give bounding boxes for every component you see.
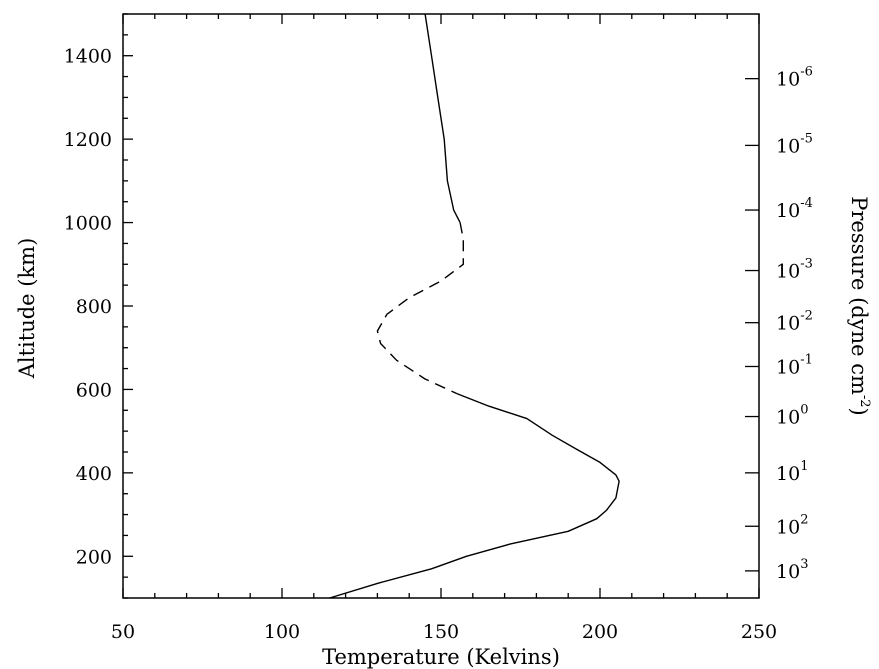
pressure-tick-exponent: -3 [800,257,813,272]
x-tick-label: 200 [582,621,618,643]
pressure-tick-label: 10-1 [776,352,813,378]
temperature-curve-solid [424,13,461,223]
y-tick-labels: 200 400 600 800 1000 1200 1400 [64,46,112,569]
pressure-tick-base: 10 [776,561,800,583]
pressure-tick-base: 10 [776,516,800,538]
right-axis-title-main: Pressure (dyne cm [847,196,871,395]
pressure-tick-label: 10-5 [776,131,813,157]
x-tick-label: 250 [741,621,777,643]
y-tick-label: 800 [76,296,112,318]
pressure-tick-exponent: -5 [800,131,813,146]
pressure-tick-exponent: 1 [800,459,808,474]
axis-ticks [122,13,760,599]
x-tick-label: 50 [111,621,135,643]
pressure-tick-exponent: -1 [800,352,813,367]
pressure-tick-label: 102 [776,512,808,538]
x-axis-title: Temperature (Kelvins) [322,645,560,669]
temperature-profile [329,13,620,599]
pressure-tick-exponent: -6 [800,65,813,80]
y-tick-label: 1200 [64,129,112,151]
right-axis-title: Pressure (dyne cm-2) [847,196,872,416]
pressure-tick-exponent: -4 [800,196,813,211]
x-tick-labels: 50 100 150 200 250 [111,621,777,643]
pressure-tick-exponent: 2 [800,512,808,527]
pressure-tick-base: 10 [776,69,800,91]
pressure-tick-label: 101 [776,459,808,485]
pressure-tick-base: 10 [776,313,800,335]
pressure-tick-base: 10 [776,135,800,157]
y-tick-label: 1000 [64,213,112,235]
pressure-tick-label: 103 [776,557,808,583]
pressure-tick-base: 10 [776,261,800,283]
y-tick-label: 200 [76,546,112,568]
pressure-tick-exponent: 3 [800,557,808,572]
right-axis-title-suffix: ) [847,408,871,416]
pressure-tick-label: 10-2 [776,309,813,335]
pressure-tick-base: 10 [776,356,800,378]
y-tick-label: 1400 [64,46,112,68]
y-axis-title: Altitude (km) [15,238,39,380]
right-axis-title-exponent: -2 [857,395,872,408]
pressure-tick-base: 10 [776,407,800,429]
pressure-tick-exponent: 0 [800,403,808,418]
temperature-curve-dashed [376,222,464,395]
pressure-tick-label: 100 [776,403,808,429]
x-tick-label: 100 [264,621,300,643]
x-tick-label: 150 [423,621,459,643]
pressure-tick-base: 10 [776,463,800,485]
pressure-tick-exponent: -2 [800,309,813,324]
y-tick-label: 400 [76,463,112,485]
temperature-curve-solid [329,392,620,599]
pressure-tick-label: 10-6 [776,65,813,91]
pressure-tick-base: 10 [776,200,800,222]
plot-frame [122,13,760,599]
y-tick-label: 600 [76,379,112,401]
pressure-tick-label: 10-3 [776,257,813,283]
pressure-tick-label: 10-4 [776,196,813,222]
